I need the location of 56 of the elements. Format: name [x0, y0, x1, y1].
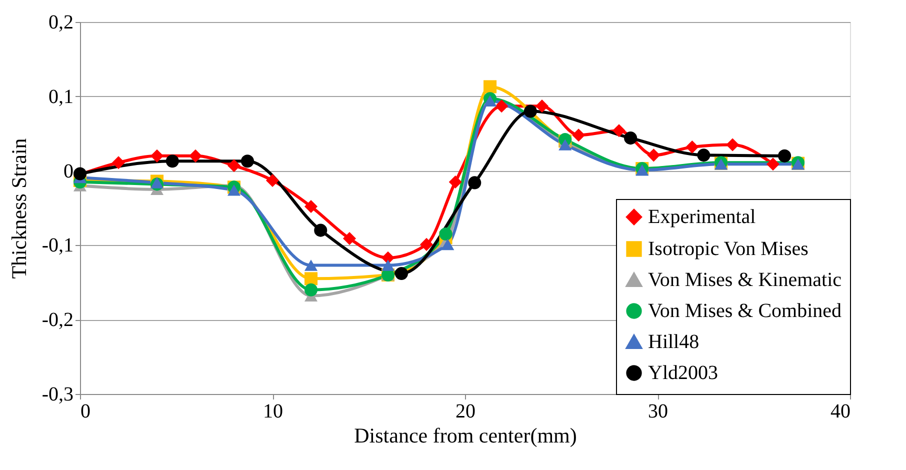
point [304, 272, 318, 286]
point [612, 124, 626, 138]
point [484, 80, 497, 94]
x-tick-label: 10 [263, 400, 283, 422]
y-tick-label: 0,2 [48, 12, 74, 34]
point [150, 149, 164, 162]
point [420, 238, 434, 251]
legend-label: Von Mises & Combined [648, 300, 842, 322]
point [304, 283, 318, 296]
point [166, 154, 179, 168]
point [766, 158, 780, 171]
point [150, 177, 164, 188]
point [240, 154, 254, 168]
legend-label: Yld2003 [648, 362, 718, 384]
y-tick-label: -0,3 [42, 384, 74, 406]
point [304, 260, 318, 271]
point [448, 175, 462, 188]
point [266, 174, 280, 187]
x-tick-label: 0 [80, 400, 90, 422]
point [647, 148, 660, 162]
x-tick-label: 30 [648, 400, 668, 422]
point [524, 104, 537, 118]
point [227, 159, 241, 172]
legend-label: Von Mises & Kinematic [648, 269, 842, 291]
point [441, 238, 454, 250]
point [394, 266, 408, 280]
point [304, 200, 318, 214]
point [697, 148, 710, 162]
point [381, 251, 395, 264]
point [342, 232, 356, 246]
point [439, 228, 452, 241]
point [227, 184, 241, 196]
point [468, 176, 482, 190]
point [495, 100, 508, 113]
y-tick-label: 0,1 [48, 86, 74, 108]
legend-label: Hill48 [648, 331, 700, 353]
point [314, 224, 328, 237]
y-tick-label: -0,2 [42, 309, 74, 332]
point [726, 138, 740, 152]
point [558, 139, 572, 150]
x-tick-label: 40 [830, 400, 850, 422]
point [572, 128, 586, 142]
point [686, 140, 699, 154]
point [778, 149, 792, 162]
point [624, 132, 638, 145]
legend-label: Isotropic Von Mises [648, 238, 809, 260]
x-axis-title: Distance from center(mm) [354, 424, 577, 448]
x-tick-label: 20 [456, 400, 476, 422]
y-axis-title: Thickness Strain [6, 138, 31, 279]
y-tick-label: 0 [64, 160, 74, 182]
point [535, 100, 549, 113]
y-tick-label: -0,1 [42, 234, 74, 257]
point [188, 149, 202, 162]
point [112, 156, 126, 170]
point [381, 260, 395, 271]
legend-label: Experimental [648, 206, 756, 228]
